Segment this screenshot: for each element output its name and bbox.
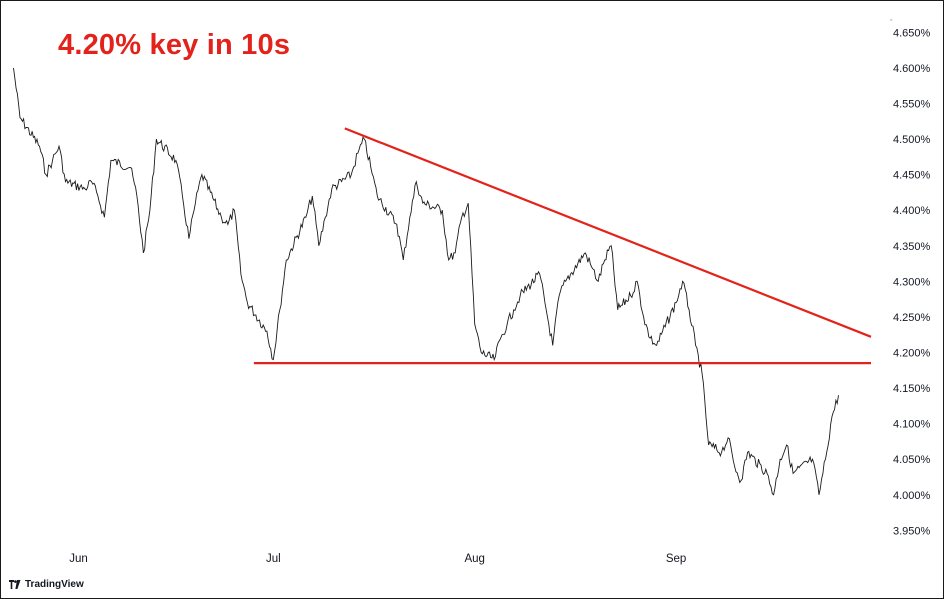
y-tick-label: 4.500% (893, 134, 931, 146)
y-tick-label: 4.300% (893, 276, 931, 288)
y-tick-label: 4.450% (893, 170, 931, 182)
chart-annotation-title: 4.20% key in 10s (58, 29, 291, 61)
y-tick-label: 4.250% (893, 312, 931, 324)
x-tick-label: Jun (69, 553, 88, 565)
brand-name: TradingView (25, 579, 84, 590)
y-tick-label: 4.100% (893, 419, 931, 431)
y-tick-label: 4.400% (893, 205, 931, 217)
y-tick-label: 4.350% (893, 241, 931, 253)
annotation-layer (253, 127, 872, 365)
y-axis[interactable]: 4.650% 4.600% 4.550% 4.500% 4.450% 4.400% 4.35… (893, 27, 931, 537)
tradingview-logo-icon (9, 580, 21, 589)
y-tick-label: 4.150% (893, 383, 931, 395)
price-line (13, 67, 839, 496)
y-tick-label: 4.000% (893, 490, 931, 502)
tradingview-branding[interactable]: TradingView (9, 579, 84, 590)
chart-settings-icon[interactable]: ‸ (890, 13, 893, 21)
y-tick-label: 3.950% (893, 525, 931, 537)
x-tick-label: Sep (666, 553, 686, 565)
y-tick-label: 4.550% (893, 99, 931, 111)
resistance-line[interactable] (344, 127, 872, 338)
x-axis[interactable]: Jun Jul Aug Sep (69, 553, 686, 565)
x-tick-label: Aug (464, 553, 484, 565)
x-tick-label: Jul (266, 553, 281, 565)
y-tick-label: 4.050% (893, 454, 931, 466)
y-tick-label: 4.600% (893, 63, 931, 75)
price-series (13, 67, 839, 496)
y-tick-label: 4.650% (893, 27, 931, 39)
y-tick-label: 4.200% (893, 348, 931, 360)
